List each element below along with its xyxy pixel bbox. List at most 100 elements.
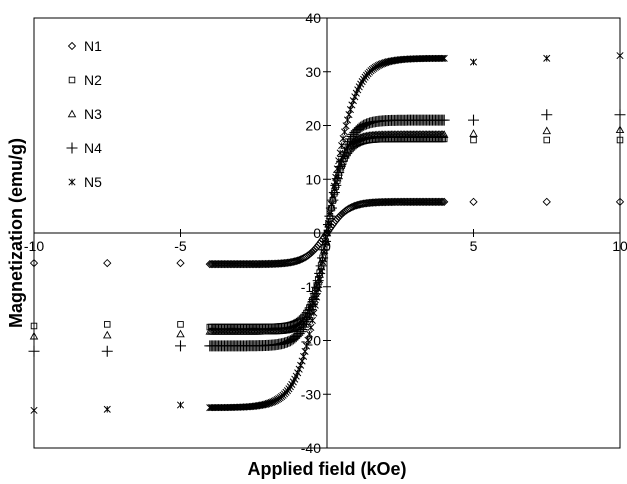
data-point	[292, 256, 301, 266]
data-point	[440, 197, 449, 206]
data-point	[542, 126, 552, 135]
data-point	[177, 321, 184, 328]
data-point	[344, 133, 356, 145]
data-point	[616, 52, 624, 60]
y-tick-label: 0	[313, 225, 321, 241]
data-point	[347, 202, 357, 212]
legend-marker	[67, 41, 77, 51]
data-point	[350, 136, 360, 145]
y-tick-label: 10	[305, 171, 321, 187]
x-tick-label: -10	[24, 238, 44, 254]
data-point	[283, 335, 295, 347]
legend-item-n1: N1	[67, 38, 102, 54]
data-point	[304, 336, 312, 344]
data-point	[345, 111, 353, 119]
y-tick-label: -20	[301, 333, 321, 349]
data-point	[342, 122, 350, 130]
data-point	[437, 197, 446, 206]
data-point	[103, 258, 112, 268]
data-point	[176, 258, 185, 268]
data-point	[356, 120, 368, 132]
legend: N1 N2 N3 N4 N5	[66, 38, 102, 190]
data-point	[336, 149, 344, 157]
series-layer	[28, 52, 626, 414]
y-tick-label: -40	[301, 440, 321, 456]
x-tick-label: 10	[612, 238, 627, 254]
data-point	[309, 288, 321, 300]
data-point	[30, 322, 38, 330]
data-point	[314, 285, 322, 293]
data-point	[299, 318, 311, 330]
legend-item-n5: N5	[68, 174, 102, 190]
data-point	[333, 166, 345, 178]
data-point	[468, 114, 479, 126]
data-point	[317, 267, 325, 275]
legend-item-n2: N2	[68, 72, 102, 88]
data-point	[307, 323, 315, 331]
data-point	[305, 330, 313, 338]
y-axis-title: Magnetization (emu/g)	[6, 138, 26, 328]
data-point	[302, 342, 311, 350]
data-point	[329, 191, 337, 199]
data-point	[346, 203, 355, 212]
data-point	[310, 309, 318, 317]
data-point	[290, 323, 300, 331]
data-point	[323, 229, 331, 237]
data-point	[470, 136, 477, 144]
data-point	[290, 257, 299, 266]
data-point	[343, 116, 352, 124]
data-point	[346, 106, 354, 114]
series-n5	[30, 52, 624, 414]
data-point	[614, 109, 626, 121]
legend-marker	[67, 109, 77, 118]
legend-item-n3: N3	[67, 106, 102, 122]
data-point	[337, 150, 349, 162]
data-point	[327, 200, 335, 208]
data-point	[338, 142, 346, 150]
data-point	[330, 182, 338, 190]
data-point	[363, 198, 373, 208]
x-tick-label: 0	[323, 238, 331, 254]
x-tick-label: -5	[174, 238, 187, 254]
y-tick-label: 30	[305, 64, 321, 80]
data-point	[542, 197, 551, 206]
legend-label: N3	[84, 106, 102, 122]
data-point	[305, 304, 317, 316]
legend-marker	[68, 76, 76, 84]
data-point	[439, 130, 449, 138]
data-point	[616, 136, 624, 144]
data-point	[103, 321, 111, 328]
data-point	[301, 347, 309, 355]
data-point	[332, 173, 340, 181]
data-point	[615, 197, 625, 206]
data-point	[438, 197, 447, 206]
data-point	[313, 293, 321, 301]
data-point	[308, 316, 316, 324]
legend-label: N1	[84, 38, 102, 54]
data-point	[30, 406, 38, 414]
data-point	[103, 405, 111, 413]
data-point	[29, 331, 39, 340]
data-point	[353, 122, 365, 134]
data-point	[541, 109, 553, 121]
data-point	[293, 256, 302, 265]
data-point	[333, 214, 342, 223]
y-tick-label: 40	[305, 10, 321, 26]
data-point	[284, 335, 296, 347]
data-point	[309, 246, 318, 255]
data-point	[334, 213, 343, 222]
data-point	[440, 54, 448, 62]
data-point	[543, 54, 551, 62]
data-point	[281, 336, 293, 348]
data-point	[289, 332, 301, 344]
legend-marker	[66, 142, 78, 154]
data-point	[295, 326, 307, 338]
data-point	[349, 202, 358, 211]
data-point	[349, 126, 361, 138]
data-point	[321, 239, 330, 247]
data-point	[469, 197, 478, 206]
data-point	[355, 121, 367, 133]
legend-item-n4: N4	[66, 140, 102, 156]
